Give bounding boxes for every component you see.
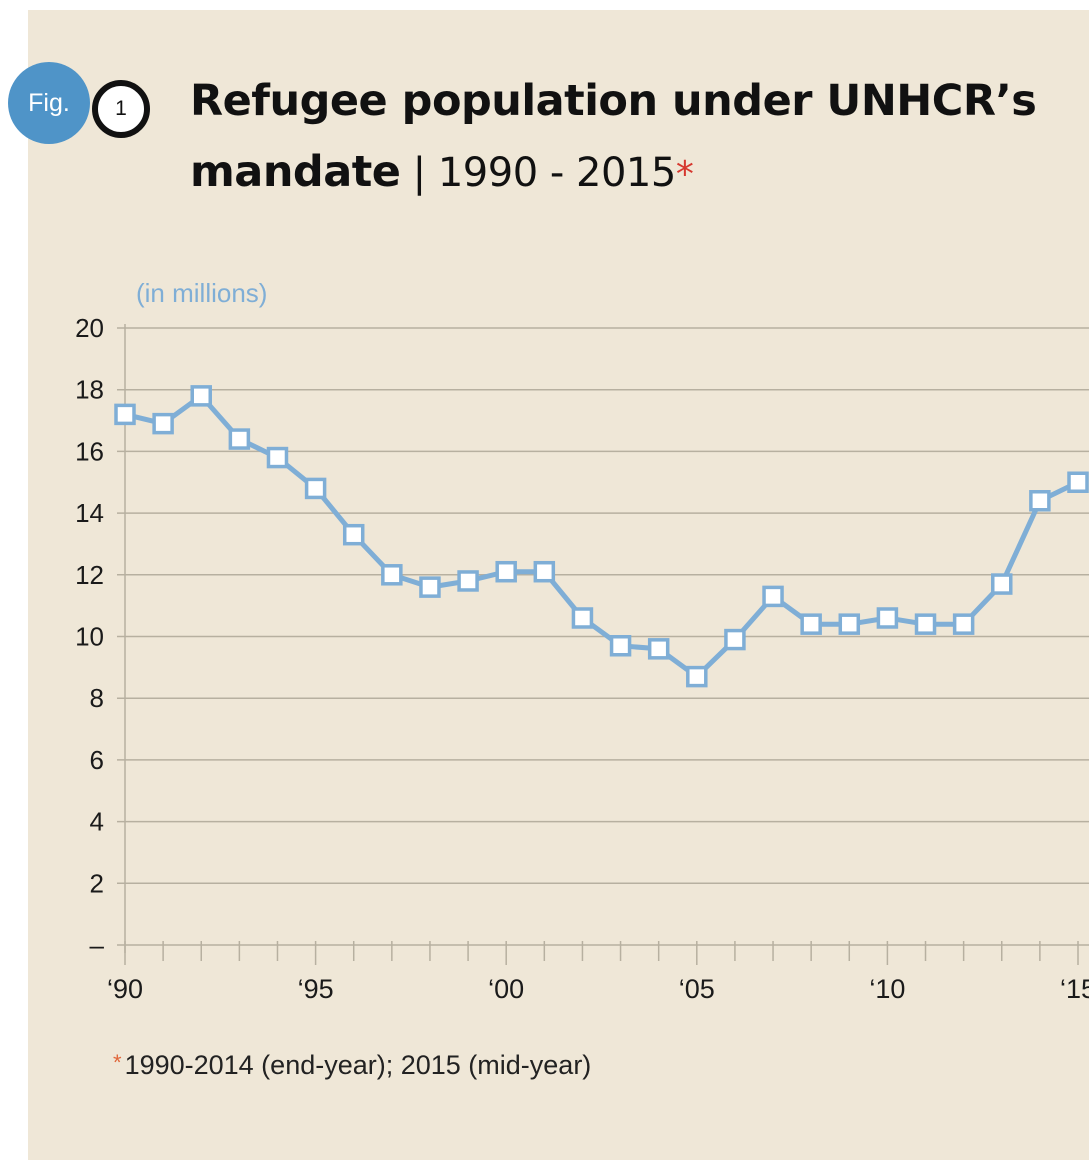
data-point xyxy=(457,570,479,592)
x-tick-label: ‘95 xyxy=(298,974,334,1004)
title-line-2: mandate xyxy=(190,147,401,197)
figure-number-label: 1 xyxy=(115,97,127,120)
y-tick-label: 14 xyxy=(75,498,104,528)
data-point xyxy=(381,564,403,586)
data-point xyxy=(914,613,937,635)
x-tick-label: ‘90 xyxy=(107,974,143,1004)
data-point xyxy=(838,613,861,635)
data-point xyxy=(190,385,212,407)
x-tick-label: ‘15 xyxy=(1060,974,1089,1004)
figure-number: 1 xyxy=(92,80,150,138)
data-point xyxy=(304,477,327,500)
y-tick-label: 20 xyxy=(75,313,104,343)
data-point xyxy=(1029,490,1051,512)
y-tick-label: 18 xyxy=(75,375,104,405)
y-tick-label: 16 xyxy=(75,436,104,466)
data-point xyxy=(533,560,556,583)
data-point xyxy=(114,403,136,426)
y-tick-label: 6 xyxy=(90,745,104,775)
footnote-asterisk: * xyxy=(113,1050,122,1075)
x-tick-label: ‘00 xyxy=(488,974,524,1004)
title-line-1: Refugee population under UNHCR’s xyxy=(190,76,1037,126)
y-tick-label: 12 xyxy=(75,560,104,590)
title-separator: | xyxy=(400,150,438,196)
y-tick-label: 2 xyxy=(90,868,104,898)
data-point xyxy=(609,635,632,657)
chart-panel xyxy=(28,10,1089,1160)
x-tick-label: ‘10 xyxy=(869,974,905,1004)
data-point xyxy=(571,607,594,629)
figure-badge: Fig. xyxy=(8,62,90,144)
y-tick-label: – xyxy=(90,930,105,960)
title-asterisk: * xyxy=(675,154,694,195)
chart-title: Refugee population under UNHCR’s mandate… xyxy=(190,70,1037,212)
data-point xyxy=(1067,471,1089,493)
y-tick-label: 8 xyxy=(90,683,104,713)
data-point xyxy=(419,576,441,598)
y-axis-label: (in millions) xyxy=(136,278,267,308)
data-point xyxy=(952,613,975,635)
data-point xyxy=(495,560,517,583)
data-point xyxy=(686,665,708,688)
title-year-range: 1990 - 2015 xyxy=(437,150,676,196)
footnote: * 1990-2014 (end-year); 2015 (mid-year) xyxy=(113,1050,591,1081)
figure-badge-label: Fig. xyxy=(28,88,70,117)
data-point xyxy=(800,613,822,635)
data-point xyxy=(342,523,365,546)
data-point xyxy=(876,607,899,629)
y-tick-label: 4 xyxy=(90,807,104,837)
x-tick-label: ‘05 xyxy=(679,974,715,1004)
data-point xyxy=(266,446,289,469)
data-point xyxy=(762,585,784,608)
data-point xyxy=(991,573,1013,595)
y-tick-label: 10 xyxy=(75,622,104,652)
data-point xyxy=(152,412,174,435)
data-point xyxy=(647,638,670,660)
data-point xyxy=(724,628,746,651)
footnote-text: 1990-2014 (end-year); 2015 (mid-year) xyxy=(124,1050,592,1080)
data-point xyxy=(228,428,251,450)
